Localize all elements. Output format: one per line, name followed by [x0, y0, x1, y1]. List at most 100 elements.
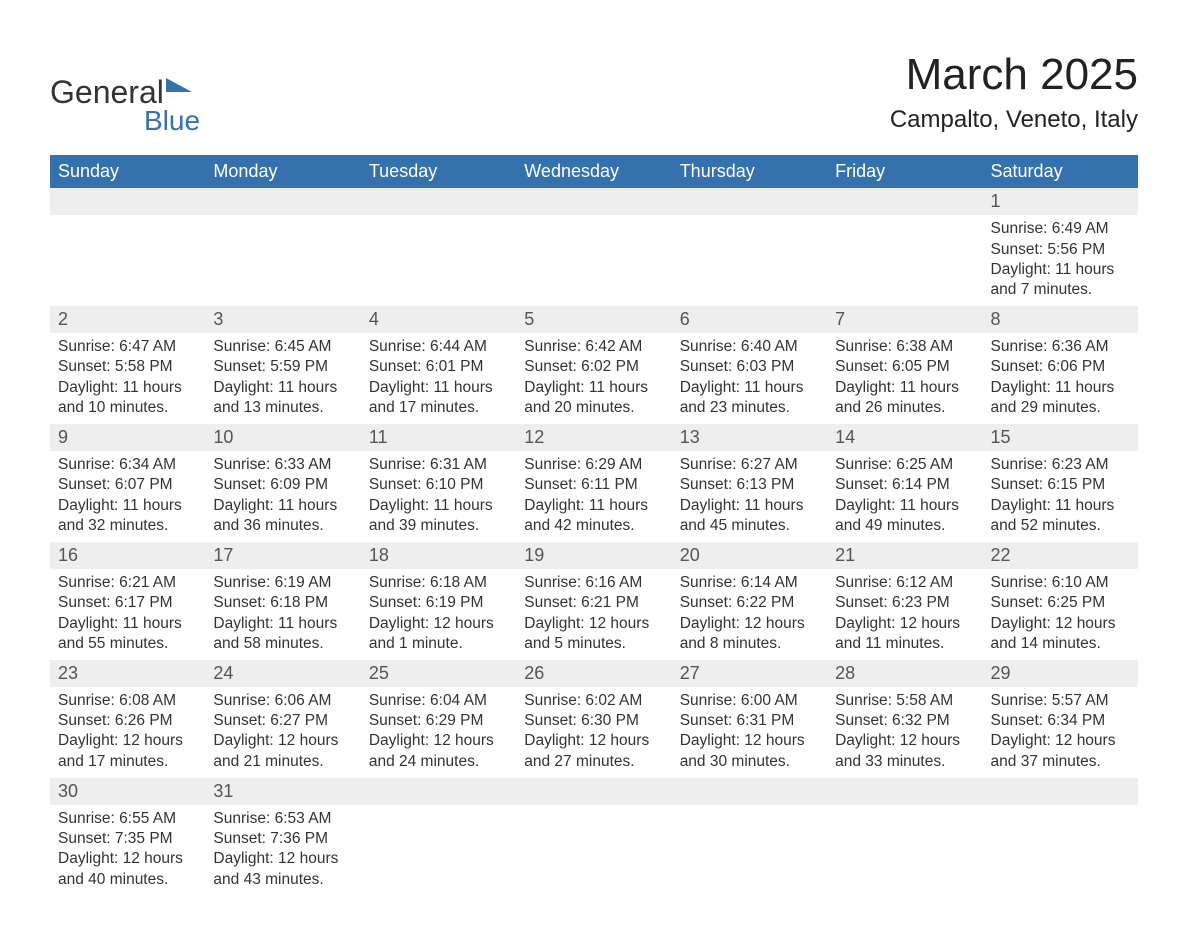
day-number-cell: 17: [205, 542, 360, 569]
sunrise-text: Sunrise: 6:55 AM: [58, 809, 197, 829]
daynum-row: 23242526272829: [50, 660, 1138, 687]
sunset-text: Sunset: 6:13 PM: [680, 475, 819, 495]
day-detail-cell: [361, 805, 516, 896]
day-detail-cell: Sunrise: 6:21 AMSunset: 6:17 PMDaylight:…: [50, 569, 205, 660]
day-number-cell: 31: [205, 778, 360, 805]
day-detail-cell: Sunrise: 6:23 AMSunset: 6:15 PMDaylight:…: [983, 451, 1138, 542]
sunrise-text: Sunrise: 6:29 AM: [524, 455, 663, 475]
sunset-text: Sunset: 6:17 PM: [58, 593, 197, 613]
sunrise-text: Sunrise: 6:33 AM: [213, 455, 352, 475]
daylight-text-2: and 58 minutes.: [213, 634, 352, 654]
day-detail-cell: [827, 805, 982, 896]
day-number-cell: [361, 188, 516, 215]
daylight-text-1: Daylight: 11 hours: [524, 496, 663, 516]
sunrise-text: Sunrise: 6:44 AM: [369, 337, 508, 357]
day-detail-cell: Sunrise: 6:04 AMSunset: 6:29 PMDaylight:…: [361, 687, 516, 778]
day-header: Friday: [827, 155, 982, 188]
sunrise-text: Sunrise: 6:36 AM: [991, 337, 1130, 357]
daylight-text-1: Daylight: 12 hours: [991, 731, 1130, 751]
sunrise-text: Sunrise: 6:12 AM: [835, 573, 974, 593]
daylight-text-1: Daylight: 11 hours: [58, 614, 197, 634]
day-detail-cell: Sunrise: 6:42 AMSunset: 6:02 PMDaylight:…: [516, 333, 671, 424]
daylight-text-2: and 30 minutes.: [680, 752, 819, 772]
day-number-cell: [672, 188, 827, 215]
day-detail-cell: [672, 215, 827, 306]
sunset-text: Sunset: 6:09 PM: [213, 475, 352, 495]
daylight-text-2: and 55 minutes.: [58, 634, 197, 654]
day-number-cell: 23: [50, 660, 205, 687]
day-detail-cell: Sunrise: 6:14 AMSunset: 6:22 PMDaylight:…: [672, 569, 827, 660]
day-number-cell: 19: [516, 542, 671, 569]
sunset-text: Sunset: 6:21 PM: [524, 593, 663, 613]
day-number-cell: 24: [205, 660, 360, 687]
daynum-row: 3031: [50, 778, 1138, 805]
sunrise-text: Sunrise: 6:19 AM: [213, 573, 352, 593]
day-detail-cell: [50, 215, 205, 306]
sunset-text: Sunset: 7:35 PM: [58, 829, 197, 849]
day-number-cell: 1: [983, 188, 1138, 215]
sunset-text: Sunset: 6:01 PM: [369, 357, 508, 377]
day-detail-cell: Sunrise: 6:34 AMSunset: 6:07 PMDaylight:…: [50, 451, 205, 542]
day-header: Wednesday: [516, 155, 671, 188]
daylight-text-2: and 32 minutes.: [58, 516, 197, 536]
daylight-text-2: and 23 minutes.: [680, 398, 819, 418]
detail-row: Sunrise: 6:55 AMSunset: 7:35 PMDaylight:…: [50, 805, 1138, 896]
daylight-text-2: and 33 minutes.: [835, 752, 974, 772]
sunrise-text: Sunrise: 6:10 AM: [991, 573, 1130, 593]
daylight-text-2: and 43 minutes.: [213, 870, 352, 890]
daylight-text-2: and 37 minutes.: [991, 752, 1130, 772]
calendar-table: Sunday Monday Tuesday Wednesday Thursday…: [50, 155, 1138, 896]
sunrise-text: Sunrise: 6:06 AM: [213, 691, 352, 711]
sunset-text: Sunset: 6:14 PM: [835, 475, 974, 495]
sunrise-text: Sunrise: 6:08 AM: [58, 691, 197, 711]
daylight-text-1: Daylight: 11 hours: [213, 496, 352, 516]
day-detail-cell: [983, 805, 1138, 896]
day-header: Tuesday: [361, 155, 516, 188]
day-detail-cell: Sunrise: 5:57 AMSunset: 6:34 PMDaylight:…: [983, 687, 1138, 778]
day-header: Sunday: [50, 155, 205, 188]
day-detail-cell: Sunrise: 6:06 AMSunset: 6:27 PMDaylight:…: [205, 687, 360, 778]
day-number-cell: [516, 188, 671, 215]
detail-row: Sunrise: 6:49 AMSunset: 5:56 PMDaylight:…: [50, 215, 1138, 306]
sunset-text: Sunset: 6:23 PM: [835, 593, 974, 613]
sunset-text: Sunset: 6:25 PM: [991, 593, 1130, 613]
day-number-cell: 11: [361, 424, 516, 451]
day-detail-cell: Sunrise: 6:31 AMSunset: 6:10 PMDaylight:…: [361, 451, 516, 542]
daylight-text-1: Daylight: 12 hours: [680, 614, 819, 634]
daynum-row: 16171819202122: [50, 542, 1138, 569]
sunrise-text: Sunrise: 6:14 AM: [680, 573, 819, 593]
sunset-text: Sunset: 6:30 PM: [524, 711, 663, 731]
day-detail-cell: [516, 805, 671, 896]
detail-row: Sunrise: 6:21 AMSunset: 6:17 PMDaylight:…: [50, 569, 1138, 660]
day-number-cell: 2: [50, 306, 205, 333]
day-header-row: Sunday Monday Tuesday Wednesday Thursday…: [50, 155, 1138, 188]
daylight-text-2: and 45 minutes.: [680, 516, 819, 536]
daylight-text-1: Daylight: 12 hours: [524, 614, 663, 634]
sunrise-text: Sunrise: 6:21 AM: [58, 573, 197, 593]
daylight-text-1: Daylight: 12 hours: [991, 614, 1130, 634]
daylight-text-2: and 1 minute.: [369, 634, 508, 654]
day-number-cell: 30: [50, 778, 205, 805]
day-detail-cell: Sunrise: 6:02 AMSunset: 6:30 PMDaylight:…: [516, 687, 671, 778]
sunrise-text: Sunrise: 6:27 AM: [680, 455, 819, 475]
sunrise-text: Sunrise: 6:38 AM: [835, 337, 974, 357]
daylight-text-1: Daylight: 11 hours: [213, 378, 352, 398]
daylight-text-1: Daylight: 11 hours: [213, 614, 352, 634]
day-detail-cell: Sunrise: 6:44 AMSunset: 6:01 PMDaylight:…: [361, 333, 516, 424]
sunset-text: Sunset: 7:36 PM: [213, 829, 352, 849]
day-detail-cell: Sunrise: 6:45 AMSunset: 5:59 PMDaylight:…: [205, 333, 360, 424]
day-detail-cell: Sunrise: 6:00 AMSunset: 6:31 PMDaylight:…: [672, 687, 827, 778]
day-number-cell: 8: [983, 306, 1138, 333]
sunrise-text: Sunrise: 6:42 AM: [524, 337, 663, 357]
sunset-text: Sunset: 6:11 PM: [524, 475, 663, 495]
daylight-text-2: and 5 minutes.: [524, 634, 663, 654]
day-number-cell: [516, 778, 671, 805]
title-block: March 2025 Campalto, Veneto, Italy: [890, 50, 1138, 134]
daylight-text-1: Daylight: 11 hours: [680, 496, 819, 516]
sunrise-text: Sunrise: 6:25 AM: [835, 455, 974, 475]
day-detail-cell: [827, 215, 982, 306]
daylight-text-2: and 21 minutes.: [213, 752, 352, 772]
day-number-cell: 22: [983, 542, 1138, 569]
daylight-text-2: and 39 minutes.: [369, 516, 508, 536]
sunrise-text: Sunrise: 6:23 AM: [991, 455, 1130, 475]
